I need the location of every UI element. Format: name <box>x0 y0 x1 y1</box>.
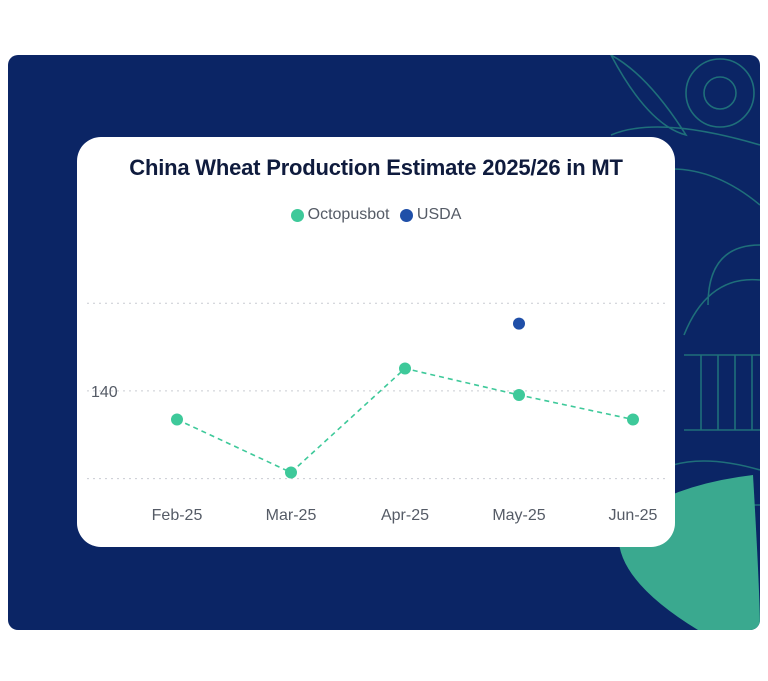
legend-swatch-octopusbot <box>290 208 304 222</box>
legend-label-octopusbot: Octopusbot <box>307 206 390 223</box>
gridlines <box>87 302 667 480</box>
x-axis-ticks: Feb-25 Mar-25 Apr-25 May-25 Jun-25 <box>152 507 658 524</box>
decor-arc-4 <box>683 278 760 336</box>
chart-plot-area: 140 Feb-25 Mar-25 Apr-25 May-25 Jun-25 <box>87 302 667 524</box>
data-point-octopusbot[interactable] <box>285 466 297 479</box>
legend-item-octopusbot[interactable]: Octopusbot <box>290 206 390 224</box>
decor-bars <box>700 355 753 430</box>
decor-ring-outer <box>685 58 755 128</box>
x-tick-label: Jun-25 <box>609 507 658 524</box>
decor-arc-5 <box>672 460 760 471</box>
data-point-octopusbot[interactable] <box>513 388 525 401</box>
chart-legend: Octopusbot USDA <box>77 206 675 227</box>
chart-card: China Wheat Production Estimate 2025/26 … <box>77 137 675 547</box>
series-layer <box>171 317 639 479</box>
y-tick-label: 140 <box>91 384 118 401</box>
x-tick-label: Apr-25 <box>381 507 429 524</box>
y-axis-ticks: 140 <box>91 384 118 401</box>
decor-leaf-outline <box>610 55 688 137</box>
x-tick-label: May-25 <box>492 507 545 524</box>
chart-title: China Wheat Production Estimate 2025/26 … <box>129 155 623 180</box>
legend-item-usda[interactable]: USDA <box>399 206 462 224</box>
data-point-usda[interactable] <box>513 317 525 330</box>
legend-swatch-usda <box>399 208 413 222</box>
data-point-octopusbot[interactable] <box>399 362 411 375</box>
series-line-octopusbot <box>176 367 634 474</box>
decor-arc-1 <box>610 126 760 146</box>
x-tick-label: Mar-25 <box>266 507 317 524</box>
decor-ring-inner <box>703 76 737 110</box>
x-tick-label: Feb-25 <box>152 507 203 524</box>
data-point-octopusbot[interactable] <box>627 413 639 426</box>
decor-arc-3 <box>707 244 760 306</box>
legend-label-usda: USDA <box>416 206 462 223</box>
data-point-octopusbot[interactable] <box>171 413 183 426</box>
